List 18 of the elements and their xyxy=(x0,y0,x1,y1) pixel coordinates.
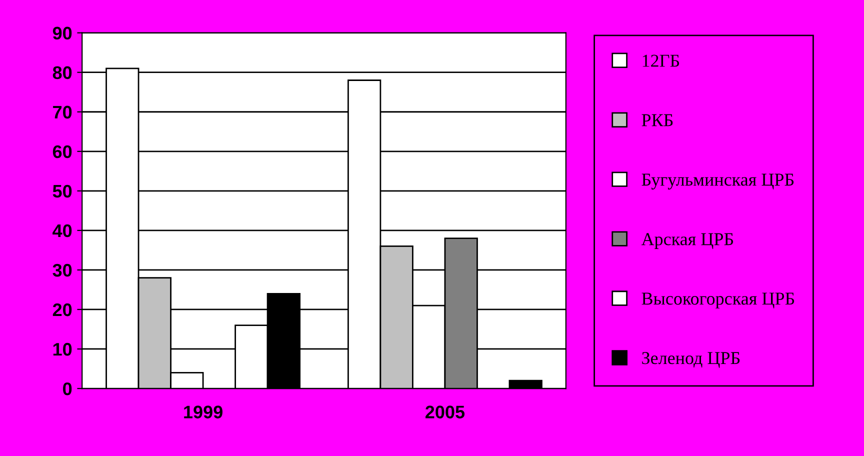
x-tick-label: 2005 xyxy=(426,406,465,418)
y-tick-label: 40 xyxy=(52,224,72,238)
legend-label: Высокогорская ЦРБ xyxy=(642,292,794,308)
y-tick-label: 20 xyxy=(52,303,72,316)
y-tick-label: 10 xyxy=(53,342,72,356)
y-tick-label: 90 xyxy=(52,26,72,40)
legend-label: Зеленод ЦРБ xyxy=(642,352,740,368)
x-tick-label: 1999 xyxy=(184,406,222,418)
legend-label: Арская ЦРБ xyxy=(641,233,734,249)
y-tick-label: 30 xyxy=(52,264,72,277)
y-tick-label: 80 xyxy=(52,66,72,80)
y-tick-label: 60 xyxy=(52,145,72,158)
y-tick-label: 70 xyxy=(53,106,72,119)
legend-label: 12ГБ xyxy=(642,54,680,67)
legend-label: РКБ xyxy=(642,114,673,126)
legend-label: Бугульминская ЦРБ xyxy=(642,174,794,190)
y-tick-label: 0 xyxy=(63,382,72,396)
y-tick-label: 50 xyxy=(52,184,72,198)
